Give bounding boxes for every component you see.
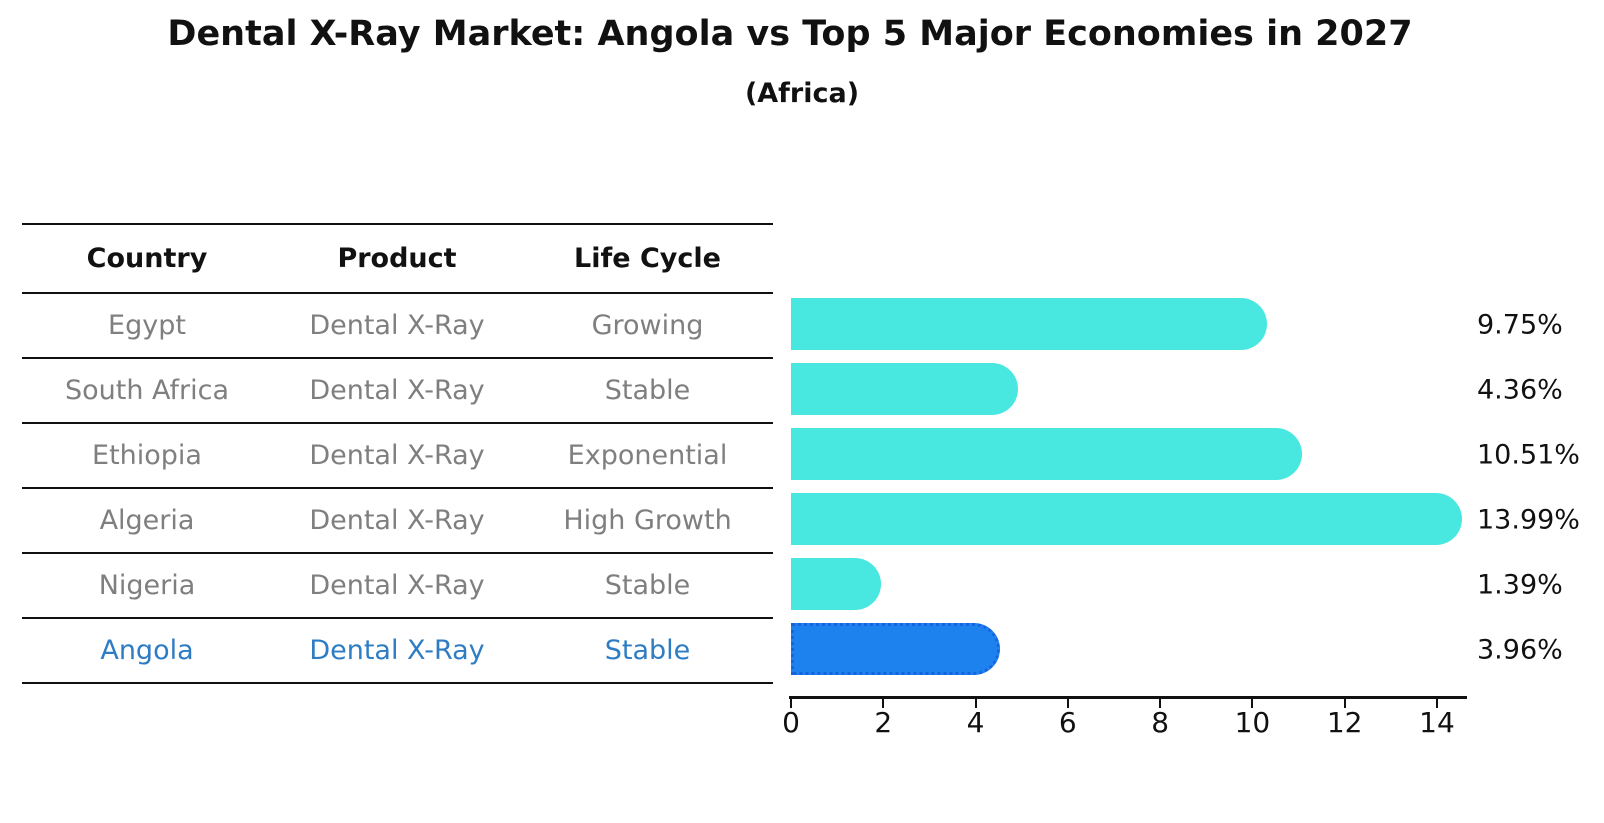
cell-country: Algeria [99, 505, 195, 536]
bar-row [791, 617, 1491, 682]
x-axis-tick-label: 14 [1419, 706, 1455, 739]
bar-row [791, 487, 1491, 552]
bar-value-label: 4.36% [1477, 374, 1563, 405]
cell-life-cycle: High Growth [563, 505, 732, 536]
cell-country: South Africa [64, 375, 230, 406]
table-row: Egypt Dental X-Ray Growing [22, 294, 773, 359]
chart-subtitle: (Africa) [744, 78, 860, 109]
x-axis-tick [1066, 699, 1069, 708]
x-axis-tick-label: 6 [1058, 706, 1077, 739]
x-axis-tick [1159, 699, 1162, 708]
bar-value-label: 9.75% [1477, 309, 1563, 340]
cell-product: Dental X-Ray [309, 570, 485, 601]
x-axis-tick-label: 4 [966, 706, 985, 739]
bar-value-label: 1.39% [1477, 569, 1563, 600]
cell-product: Dental X-Ray [309, 635, 485, 666]
cell-country: Egypt [108, 310, 186, 341]
col-header-country: Country [86, 243, 208, 274]
table-header-row: Country Product Life Cycle [22, 223, 773, 294]
bar-highlight-angola [791, 623, 1000, 675]
cell-life-cycle: Stable [604, 570, 691, 601]
bar-value-label: 3.96% [1477, 634, 1563, 665]
table-row: Ethiopia Dental X-Ray Exponential [22, 424, 773, 489]
x-axis-tick [790, 699, 792, 708]
bar-value-label: 13.99% [1477, 504, 1580, 535]
col-header-product: Product [337, 243, 457, 274]
x-axis-tick-label: 2 [874, 706, 893, 739]
cell-life-cycle: Growing [591, 310, 704, 341]
x-axis-tick-label: 12 [1326, 706, 1363, 739]
bar-ethiopia [791, 428, 1302, 480]
cell-country: Angola [100, 635, 194, 666]
cell-product: Dental X-Ray [309, 440, 485, 471]
bars-layer [791, 292, 1491, 682]
cell-life-cycle: Stable [604, 375, 691, 406]
cell-product: Dental X-Ray [309, 505, 485, 536]
table-row: Angola Dental X-Ray Stable [22, 619, 773, 684]
bar-south-africa [791, 363, 1018, 415]
x-axis-tick-label: 10 [1234, 706, 1271, 739]
bar-egypt [791, 298, 1267, 350]
bar-row [791, 422, 1491, 487]
cell-life-cycle: Exponential [567, 440, 728, 471]
bar-row [791, 292, 1491, 357]
x-axis-tick-label: 0 [782, 706, 800, 739]
bar-algeria [791, 493, 1462, 545]
cell-product: Dental X-Ray [309, 375, 485, 406]
x-axis-tick [1343, 699, 1346, 708]
x-axis-line [789, 696, 1467, 699]
col-header-lifecycle: Life Cycle [574, 243, 721, 274]
table-row: Nigeria Dental X-Ray Stable [22, 554, 773, 619]
bar-value-label: 10.51% [1477, 439, 1580, 470]
x-axis-tick [974, 699, 977, 708]
chart-title: Dental X-Ray Market: Angola vs Top 5 Maj… [167, 14, 1413, 54]
table-row: Algeria Dental X-Ray High Growth [22, 489, 773, 554]
x-axis-tick-label: 8 [1151, 706, 1170, 739]
table-body: Egypt Dental X-Ray Growing South Africa Dent… [22, 294, 773, 684]
cell-product: Dental X-Ray [309, 310, 485, 341]
cell-life-cycle: Stable [604, 635, 691, 666]
x-axis-tick [1251, 699, 1254, 708]
bar-row [791, 552, 1491, 617]
cell-country: Ethiopia [92, 440, 202, 471]
x-axis-tick [1435, 699, 1438, 708]
x-axis-tick [882, 699, 885, 708]
bar-nigeria [791, 558, 881, 610]
cell-country: Nigeria [98, 570, 196, 601]
table-row: South Africa Dental X-Ray Stable [22, 359, 773, 424]
bar-row [791, 357, 1491, 422]
country-table: Country Product Life Cycle Egypt Dental X… [22, 223, 773, 684]
